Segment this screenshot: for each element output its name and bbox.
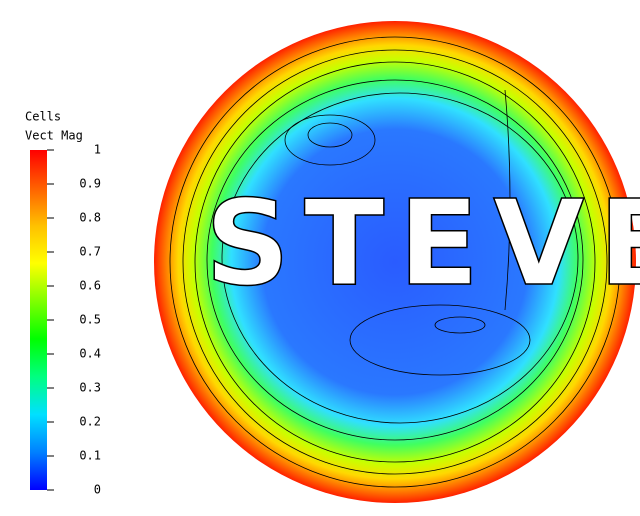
colorbar-title: Cells	[25, 110, 61, 124]
colorbar-tick-label: 0.9	[79, 177, 101, 191]
colorbar-tick-label: 0.8	[79, 211, 101, 225]
colorbar-tick-label: 0.4	[79, 347, 101, 361]
colorbar-tick-label: 0.6	[79, 279, 101, 293]
annotation: STEVE	[205, 174, 640, 312]
colorbar-tick-label: 1	[94, 143, 101, 157]
colorbar-tick-label: 0.5	[79, 313, 101, 327]
colorbar-tick-label: 0.1	[79, 449, 101, 463]
colorbar-tick-label: 0	[94, 483, 101, 497]
colorbar	[30, 150, 47, 490]
colorbar-tick-label: 0.3	[79, 381, 101, 395]
colorbar-tick-label: 0.2	[79, 415, 101, 429]
colorbar-tick-label: 0.7	[79, 245, 101, 259]
colorbar-title: Vect Mag	[25, 129, 83, 143]
flow-field: STEVE	[154, 21, 640, 503]
